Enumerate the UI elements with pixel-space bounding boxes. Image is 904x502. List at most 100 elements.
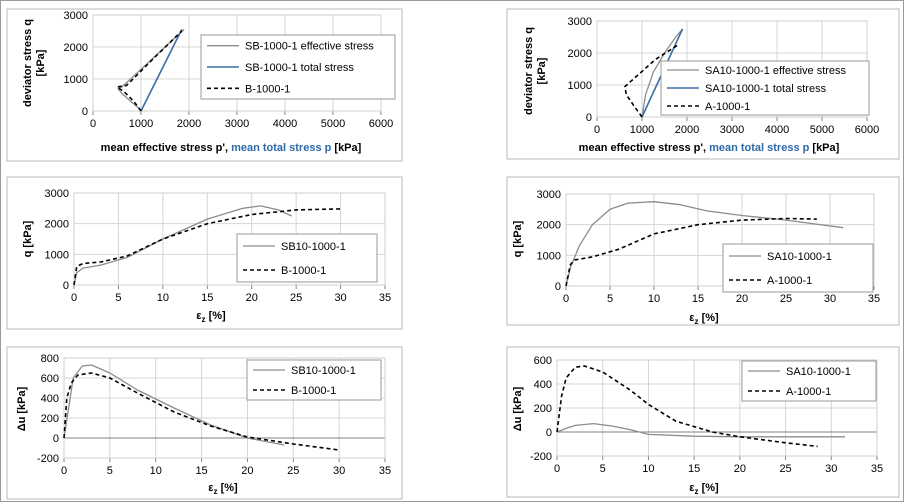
x-tick-label: 1000: [129, 118, 153, 130]
x-tick-label: 0: [594, 124, 600, 136]
y-tick-label: 1000: [537, 250, 561, 262]
y-tick-label: 3000: [45, 188, 69, 200]
x-tick-label: 35: [871, 463, 883, 475]
x-tick-label: 35: [379, 465, 391, 477]
x-tick-label: 35: [379, 292, 391, 304]
series-line-3: [624, 44, 679, 118]
y-tick-label: 2000: [45, 219, 69, 231]
x-tick-label: 10: [648, 293, 660, 305]
y-tick-label: 1000: [45, 249, 69, 261]
x-axis-label-unit: [%]: [699, 482, 720, 494]
x-tick-label: 0: [61, 465, 67, 477]
plot-area-border: [556, 359, 878, 457]
y-axis-label: Δu [kPa]: [16, 386, 28, 431]
x-tick-label: 5: [607, 293, 613, 305]
series-line-2: [565, 217, 817, 287]
x-tick-label: 2000: [675, 124, 699, 136]
y-axis-label-line: deviator stress q: [22, 19, 34, 107]
legend-label: SB10-1000-1: [291, 365, 356, 377]
x-tick-label: 20: [246, 292, 258, 304]
x-tick-label: 25: [780, 293, 792, 305]
x-tick-label: 4000: [765, 124, 789, 136]
x-axis-label-main: ε: [689, 312, 695, 324]
y-axis-label: deviator stress q[kPa]: [523, 27, 548, 115]
legend-box: [722, 243, 874, 293]
x-tick-label: 3000: [225, 118, 249, 130]
x-axis-label: mean effective stress p', mean total str…: [101, 142, 362, 154]
x-tick-label: 10: [150, 465, 162, 477]
x-tick-label: 15: [692, 293, 704, 305]
x-axis-label-unit: [kPa]: [809, 142, 839, 154]
y-tick-label: 800: [41, 353, 59, 365]
y-tick-label: 2000: [537, 220, 561, 232]
y-tick-label: 600: [41, 373, 59, 385]
y-axis-label-line: [kPa]: [536, 57, 548, 84]
x-tick-label: 5000: [810, 124, 834, 136]
y-tick-label: 0: [586, 112, 592, 124]
x-tick-label: 20: [734, 463, 746, 475]
x-tick-label: 0: [90, 118, 96, 130]
series-line-1: [641, 28, 683, 118]
legend-label: A-1000-1: [705, 101, 750, 113]
series-line-2: [140, 29, 183, 112]
legend-label: SB10-1000-1: [281, 241, 346, 253]
x-tick-label: 10: [642, 463, 654, 475]
y-axis-label: q [kPa]: [22, 220, 34, 257]
x-axis-label-unit: [kPa]: [331, 142, 361, 154]
series-line-3: [116, 30, 183, 112]
y-tick-label: 3000: [64, 10, 88, 22]
y-tick-label: 0: [555, 281, 561, 293]
x-axis-label-total: mean total stress p: [709, 142, 810, 154]
x-tick-label: 6000: [855, 124, 879, 136]
x-axis-label-sub: z: [202, 315, 206, 324]
x-axis-label-unit: [%]: [699, 312, 720, 324]
x-tick-label: 30: [333, 465, 345, 477]
x-tick-label: 0: [563, 293, 569, 305]
legend-label: SB-1000-1 effective stress: [245, 41, 374, 53]
x-tick-label: 30: [334, 292, 346, 304]
x-axis-label: εz [%]: [196, 310, 226, 324]
x-tick-label: 20: [241, 465, 253, 477]
y-axis-label-line: Δu [kPa]: [16, 386, 28, 431]
y-tick-label: 400: [534, 379, 552, 391]
legend-label: SB-1000-1 total stress: [245, 62, 354, 74]
chart-panel-2: 0 1000 2000 3000 0 1000 2000 3000 4000 5000 6000 SA…: [506, 8, 900, 160]
series-line-1: [556, 422, 845, 438]
x-axis-label-total: mean total stress p: [231, 142, 332, 154]
y-tick-label: 0: [63, 280, 69, 292]
series-line-1: [73, 205, 292, 286]
y-axis-label: deviator stress q[kPa]: [22, 19, 47, 107]
x-axis-label: mean effective stress p', mean total str…: [579, 142, 840, 154]
x-tick-label: 25: [779, 463, 791, 475]
y-tick-label: 1000: [568, 80, 592, 92]
y-tick-label: 400: [41, 393, 59, 405]
x-axis-label-main: mean effective stress p',: [101, 142, 231, 154]
legend-label: SA10-1000-1: [786, 366, 851, 378]
y-axis-label: q [kPa]: [512, 220, 524, 257]
x-tick-label: 2000: [177, 118, 201, 130]
legend-label: SA10-1000-1 total stress: [705, 83, 827, 95]
series-line-2: [73, 208, 341, 286]
x-tick-label: 5000: [321, 118, 345, 130]
y-tick-label: 0: [546, 427, 552, 439]
x-tick-label: 15: [201, 292, 213, 304]
x-tick-label: 25: [290, 292, 302, 304]
x-tick-label: 5: [107, 465, 113, 477]
x-axis-label-unit: [%]: [218, 482, 239, 494]
legend-box: [236, 233, 378, 283]
x-tick-label: 35: [868, 293, 880, 305]
x-axis-label-main: mean effective stress p',: [579, 142, 709, 154]
x-axis-label-main: ε: [689, 482, 695, 494]
y-axis-label: Δu [kPa]: [512, 386, 524, 431]
x-tick-label: 5: [600, 463, 606, 475]
x-axis-label: εz [%]: [208, 482, 238, 496]
y-axis-label-line: Δu [kPa]: [512, 386, 524, 431]
legend-label: A-1000-1: [786, 386, 831, 398]
x-tick-label: 30: [825, 463, 837, 475]
y-tick-label: -200: [37, 453, 59, 465]
x-tick-label: 6000: [369, 118, 393, 130]
x-tick-label: 0: [554, 463, 560, 475]
